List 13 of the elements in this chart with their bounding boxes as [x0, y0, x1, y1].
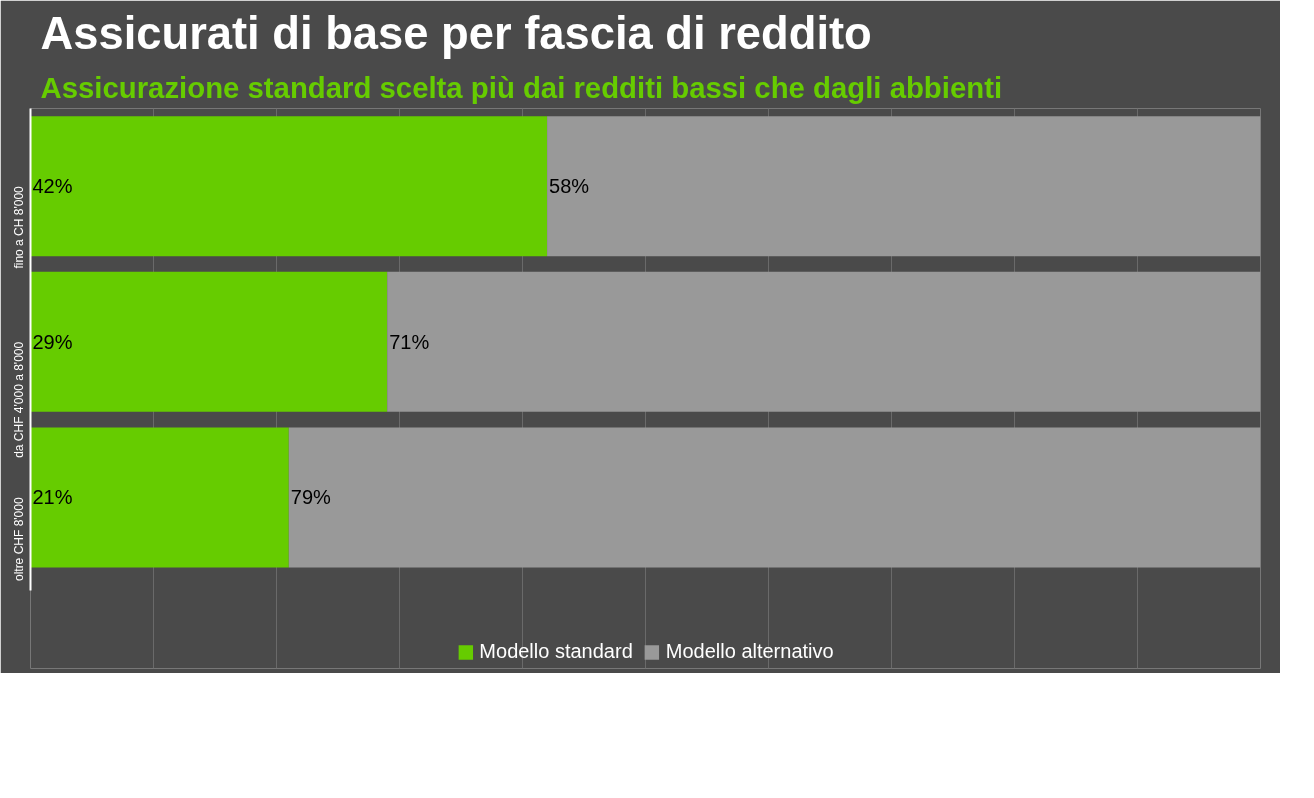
chart-subtitle: Assicurazione standard scelta più dai redditi bassi che dagli abbienti	[40, 70, 1003, 104]
y-tick-label: fino a CH 8'000	[12, 185, 27, 269]
data-label: 79%	[290, 486, 332, 509]
y-tick-label: oltre CHF 8'000	[12, 497, 27, 582]
data-label: 71%	[389, 330, 430, 353]
data-label: 21%	[32, 486, 73, 509]
legend-label: Modello alternativo	[665, 640, 834, 663]
data-label: 58%	[549, 175, 590, 198]
data-label: 29%	[32, 330, 73, 353]
y-tick-label: da CHF 4'000 a 8'000	[12, 341, 27, 458]
legend-label: Modello standard	[479, 640, 633, 663]
data-label: 42%	[32, 175, 73, 198]
chart-title: Assicurati di base per fascia di reddito	[40, 7, 872, 59]
